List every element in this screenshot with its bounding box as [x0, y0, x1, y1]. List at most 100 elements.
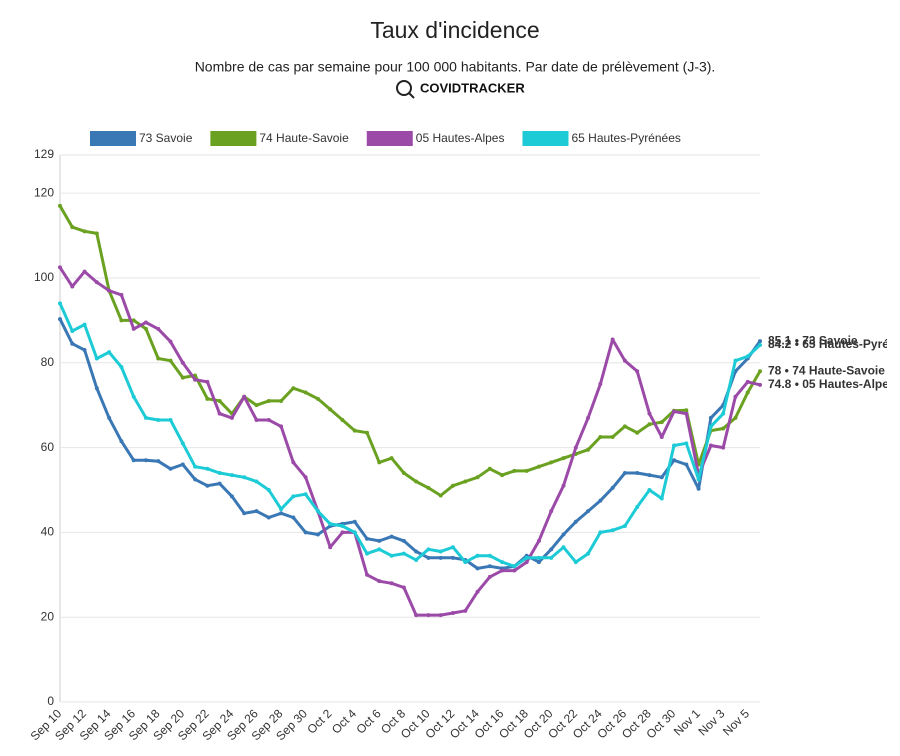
point [524, 555, 529, 560]
point [193, 377, 198, 382]
point [70, 341, 75, 346]
point [561, 456, 566, 461]
point [352, 428, 357, 433]
point [414, 613, 419, 618]
point [365, 536, 370, 541]
point [401, 471, 406, 476]
point [58, 317, 62, 322]
point [512, 568, 517, 573]
point [229, 494, 234, 499]
point [438, 555, 443, 560]
point [463, 479, 468, 484]
point [622, 424, 627, 429]
point [70, 225, 75, 230]
point [659, 420, 664, 425]
point [610, 434, 615, 439]
legend-swatch [90, 131, 136, 146]
end-label: 74.8 • 05 Hautes-Alpes [768, 377, 896, 391]
point [708, 415, 713, 420]
point [143, 326, 148, 331]
point [549, 460, 554, 465]
point [500, 568, 505, 573]
point [377, 579, 382, 584]
point [180, 441, 185, 446]
point [58, 265, 62, 270]
point [279, 511, 284, 516]
point [168, 466, 173, 471]
point [684, 411, 689, 416]
point [414, 549, 419, 554]
point [745, 379, 750, 384]
point [156, 326, 161, 331]
point [279, 507, 284, 512]
point [303, 475, 308, 480]
point [242, 511, 247, 516]
point [721, 426, 726, 431]
point [549, 547, 554, 552]
point [193, 464, 198, 469]
point [193, 477, 198, 482]
point [82, 229, 87, 234]
legend-label: 65 Hautes-Pyrénées [571, 131, 680, 145]
point [279, 398, 284, 403]
point [180, 360, 185, 365]
point [94, 356, 99, 361]
point [205, 483, 210, 488]
point [463, 608, 468, 613]
point [168, 358, 173, 363]
point [131, 394, 136, 399]
point [168, 339, 173, 344]
point [500, 560, 505, 565]
point [512, 564, 517, 569]
point [610, 528, 615, 533]
point [438, 549, 443, 554]
point [389, 456, 394, 461]
point [70, 328, 75, 333]
point [205, 396, 210, 401]
series-line [58, 205, 762, 497]
point [315, 509, 320, 514]
point [401, 538, 406, 543]
point [610, 485, 615, 490]
end-label: 78 • 74 Haute-Savoie [768, 363, 885, 377]
point [733, 394, 738, 399]
point [733, 415, 738, 420]
y-tick-label: 0 [47, 694, 54, 708]
point [745, 390, 750, 395]
point [266, 515, 271, 520]
point [328, 407, 333, 412]
point [131, 326, 136, 331]
y-tick-label: 100 [34, 270, 54, 284]
point [229, 473, 234, 478]
point [303, 530, 308, 535]
point [229, 415, 234, 420]
logo-icon [396, 80, 415, 99]
point [708, 443, 713, 448]
legend-label: 74 Haute-Savoie [259, 131, 349, 145]
point [586, 551, 591, 556]
point [242, 475, 247, 480]
point [758, 339, 762, 344]
point [328, 521, 333, 526]
point [315, 396, 320, 401]
point [156, 459, 161, 464]
point [536, 555, 541, 560]
point [426, 485, 431, 490]
point [131, 318, 136, 323]
point [647, 411, 652, 416]
point [573, 560, 578, 565]
point [622, 471, 627, 476]
point [672, 458, 677, 463]
point [365, 572, 370, 577]
point [205, 466, 210, 471]
point [659, 475, 664, 480]
point [561, 545, 566, 550]
point [745, 354, 750, 359]
point [450, 555, 455, 560]
point [291, 460, 296, 465]
y-tick-label: 120 [34, 185, 54, 199]
point [107, 415, 112, 420]
point [684, 408, 689, 413]
point [426, 547, 431, 552]
point [352, 530, 357, 535]
